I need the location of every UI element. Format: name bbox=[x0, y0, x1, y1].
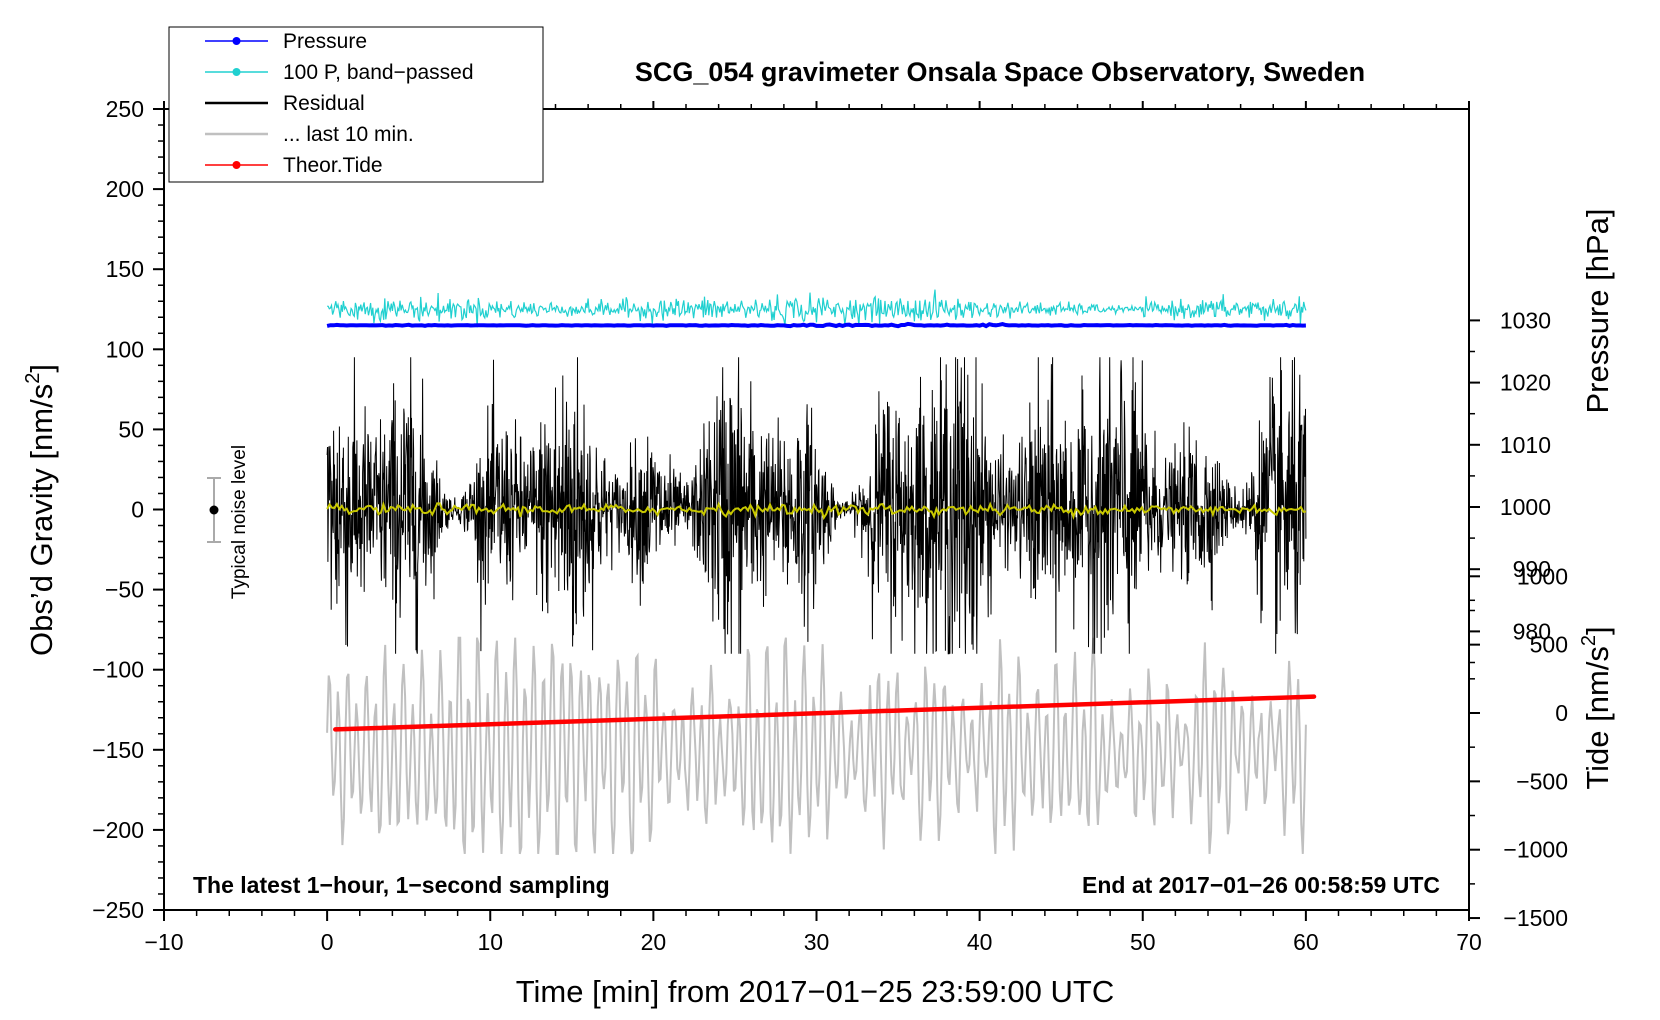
x-tick-label: −10 bbox=[144, 929, 183, 955]
noise-level-label: Typical noise level bbox=[229, 445, 250, 599]
x-tick-label: 40 bbox=[967, 929, 993, 955]
pressure-axis-title: Pressure [hPa] bbox=[1580, 208, 1615, 413]
legend-label: Residual bbox=[283, 92, 365, 115]
tide-tick-label: −1500 bbox=[1503, 905, 1568, 931]
x-tick-label: 20 bbox=[641, 929, 667, 955]
noise-level-marker: Typical noise level bbox=[207, 445, 250, 599]
legend-item: Pressure bbox=[205, 30, 367, 53]
legend-label: ... last 10 min. bbox=[283, 123, 414, 146]
y-left-tick-label: 0 bbox=[131, 497, 144, 523]
tide-tick-label: −1000 bbox=[1503, 837, 1568, 863]
x-tick-label: 70 bbox=[1456, 929, 1482, 955]
x-tick-label: 50 bbox=[1130, 929, 1156, 955]
annotation-bottom-right: End at 2017−01−26 00:58:59 UTC bbox=[1082, 872, 1440, 898]
series-last-10-min bbox=[326, 636, 1307, 855]
x-tick-label: 10 bbox=[477, 929, 503, 955]
pressure-tick-label: 1010 bbox=[1500, 432, 1551, 458]
y-left-tick-label: −100 bbox=[92, 657, 144, 683]
left-axis-title: Obs’d Gravity [nm/s2] bbox=[22, 364, 59, 656]
series-band-passed-pressure bbox=[327, 289, 1307, 328]
legend-item: ... last 10 min. bbox=[205, 123, 414, 146]
x-tick-label: 0 bbox=[321, 929, 334, 955]
pressure-tick-label: 1020 bbox=[1500, 370, 1551, 396]
pressure-tick-label: 990 bbox=[1513, 556, 1551, 582]
y-left-tick-label: −150 bbox=[92, 737, 144, 763]
tide-tick-label: 500 bbox=[1530, 632, 1568, 658]
legend-swatch-marker bbox=[232, 37, 241, 45]
x-axis-title: Time [min] from 2017−01−25 23:59:00 UTC bbox=[516, 974, 1115, 1009]
tide-axis-title-close: ] bbox=[1580, 626, 1615, 635]
legend: Pressure 100 P, band−passed Residual ... la… bbox=[168, 26, 544, 183]
tide-axis-title-sup: 2 bbox=[1578, 635, 1600, 646]
y-left-tick-label: −200 bbox=[92, 817, 144, 843]
tide-tick-label: −500 bbox=[1516, 768, 1568, 794]
noise-point bbox=[209, 505, 219, 515]
tide-axis-title-main: Tide [nm/s bbox=[1580, 646, 1615, 790]
left-axis-title-close: ] bbox=[24, 364, 59, 373]
left-axis-title-sup: 2 bbox=[22, 373, 44, 384]
left-axis-title-main: Obs’d Gravity [nm/s bbox=[24, 384, 59, 656]
legend-swatch-marker bbox=[232, 161, 241, 169]
legend-item: 100 P, band−passed bbox=[205, 61, 474, 84]
tide-tick-label: 1000 bbox=[1517, 563, 1568, 589]
pressure-tick-label: 1030 bbox=[1500, 307, 1551, 333]
y-left-tick-label: 50 bbox=[118, 416, 144, 442]
series-residual-smoothed bbox=[326, 500, 1307, 521]
legend-item: Residual bbox=[205, 92, 365, 115]
x-tick-label: 60 bbox=[1293, 929, 1319, 955]
annotation-bottom-left: The latest 1−hour, 1−second sampling bbox=[193, 872, 610, 898]
legend-box bbox=[168, 26, 544, 183]
legend-label: 100 P, band−passed bbox=[283, 61, 474, 84]
tide-tick-label: 0 bbox=[1555, 700, 1568, 726]
pressure-tick-label: 980 bbox=[1513, 618, 1551, 644]
y-left-tick-label: 100 bbox=[106, 336, 144, 362]
legend-item: Theor.Tide bbox=[205, 154, 383, 177]
series-pressure bbox=[326, 321, 1306, 329]
y-left-tick-label: 200 bbox=[106, 176, 144, 202]
y-left-tick-label: 250 bbox=[106, 96, 144, 122]
legend-swatch-marker bbox=[232, 68, 241, 76]
legend-label: Theor.Tide bbox=[283, 154, 383, 177]
y-left-tick-label: −50 bbox=[105, 577, 144, 603]
tide-axis-title: Tide [nm/s2] bbox=[1578, 626, 1615, 789]
pressure-tick-label: 1000 bbox=[1500, 494, 1551, 520]
chart-title: SCG_054 gravimeter Onsala Space Observat… bbox=[635, 57, 1365, 87]
series-residual bbox=[326, 357, 1307, 655]
x-tick-label: 30 bbox=[804, 929, 830, 955]
ticks-layer: −10 0 10 20 30 40 50 60 70250200150100500−50−100… bbox=[92, 96, 1568, 955]
legend-label: Pressure bbox=[283, 30, 367, 53]
series-theoretical-tide bbox=[333, 694, 1317, 732]
y-left-tick-label: 150 bbox=[106, 256, 144, 282]
y-left-tick-label: −250 bbox=[92, 897, 144, 923]
series-layer bbox=[326, 289, 1317, 855]
